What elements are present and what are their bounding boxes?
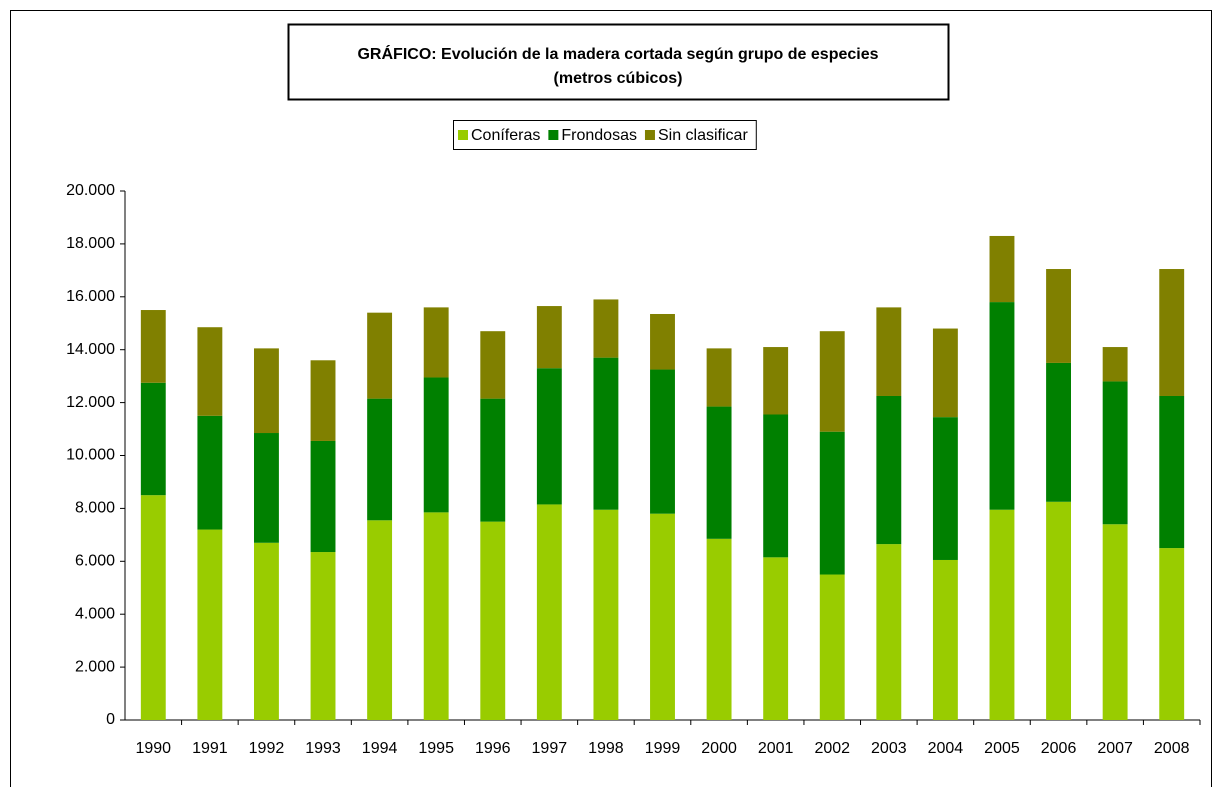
y-tick-label: 14.000 <box>66 341 115 358</box>
bar-segment <box>480 398 506 522</box>
x-tick-label: 2001 <box>758 740 794 757</box>
x-tick-label: 1997 <box>532 740 568 757</box>
bar-segment <box>989 302 1015 510</box>
bar-segment <box>593 299 619 358</box>
bar-segment <box>1046 362 1071 502</box>
bar-segment <box>650 369 675 514</box>
y-tick-label: 16.000 <box>66 288 115 305</box>
x-tick-label: 2000 <box>701 740 737 757</box>
bar-segment <box>706 348 732 407</box>
bar-segment <box>536 368 562 505</box>
bar-segment <box>650 513 675 720</box>
y-tick-label: 2.000 <box>75 658 115 675</box>
bar-segment <box>536 306 562 369</box>
x-tick-label: 2003 <box>871 740 907 757</box>
bar-segment <box>1102 347 1128 382</box>
bar-segment <box>140 495 166 720</box>
bar-segment <box>706 406 732 539</box>
bar-segment <box>932 417 958 560</box>
bar-segment <box>254 542 279 720</box>
bar-segment <box>423 307 449 378</box>
bar-segment <box>1159 395 1185 549</box>
legend-swatch <box>644 130 655 140</box>
legend-label: Coníferas <box>471 127 540 144</box>
x-tick-label: 1996 <box>475 740 511 757</box>
legend-label: Frondosas <box>561 127 637 144</box>
bar-segment <box>254 348 279 434</box>
bar-segment <box>367 398 393 521</box>
bar-segment <box>197 529 223 720</box>
x-tick-label: 1994 <box>362 740 398 757</box>
bar-segment <box>763 414 789 558</box>
bar-segment <box>763 557 789 720</box>
x-tick-label: 1990 <box>135 740 171 757</box>
bar-segment <box>367 312 393 399</box>
bar-segment <box>876 307 902 396</box>
y-tick-label: 0 <box>106 711 115 728</box>
bar-segment <box>423 512 449 720</box>
bar-segment <box>989 509 1015 720</box>
legend-box <box>453 120 757 150</box>
x-tick-label: 2008 <box>1154 740 1190 757</box>
bar-segment <box>876 395 902 545</box>
bar-segment <box>819 331 845 432</box>
x-tick-label: 2007 <box>1097 740 1133 757</box>
bar-segment <box>593 357 619 510</box>
bar-segment <box>310 360 336 441</box>
bar-segment <box>1159 548 1185 720</box>
bar-segment <box>819 431 845 575</box>
x-tick-label: 1999 <box>645 740 681 757</box>
bar-segment <box>706 538 732 720</box>
x-tick-label: 2006 <box>1041 740 1077 757</box>
x-tick-label: 1991 <box>192 740 228 757</box>
bar-segment <box>140 310 166 383</box>
chart-title: GRÁFICO: Evolución de la madera cortada … <box>357 44 878 63</box>
x-tick-label: 1995 <box>418 740 454 757</box>
bar-segment <box>763 347 789 415</box>
bar-segment <box>1102 524 1128 720</box>
bar-segment <box>819 574 845 720</box>
y-tick-label: 6.000 <box>75 553 115 570</box>
y-tick-label: 10.000 <box>66 447 115 464</box>
x-tick-label: 1992 <box>249 740 285 757</box>
legend-label: Sin clasificar <box>658 127 748 144</box>
bar-segment <box>1046 269 1071 363</box>
legend-swatch <box>548 130 559 140</box>
bar-segment <box>932 328 958 418</box>
bar-segment <box>254 433 279 543</box>
x-tick-label: 1993 <box>305 740 341 757</box>
legend-swatch <box>458 130 468 140</box>
x-tick-label: 1998 <box>588 740 624 757</box>
x-tick-label: 2005 <box>984 740 1020 757</box>
y-tick-label: 4.000 <box>75 605 115 622</box>
bar-segment <box>593 509 619 720</box>
y-tick-label: 20.000 <box>66 182 115 199</box>
bar-segment <box>536 504 562 720</box>
bar-segment <box>140 382 166 496</box>
bar-segment <box>876 544 902 720</box>
bar-segment <box>932 559 958 720</box>
bar-segment <box>1102 381 1128 525</box>
y-tick-label: 8.000 <box>75 500 115 517</box>
bar-segment <box>310 440 336 553</box>
y-tick-label: 12.000 <box>66 394 115 411</box>
chart-subtitle: (metros cúbicos) <box>554 70 683 87</box>
bar-segment <box>1046 501 1071 720</box>
y-tick-label: 18.000 <box>66 235 115 252</box>
bar-segment <box>197 327 223 416</box>
x-tick-label: 2002 <box>814 740 850 757</box>
bar-segment <box>989 235 1015 303</box>
bar-segment <box>367 520 393 720</box>
x-tick-label: 2004 <box>928 740 964 757</box>
bar-segment <box>650 313 675 370</box>
title-box <box>287 23 950 101</box>
bar-segment <box>423 377 449 513</box>
bar-segment <box>480 521 506 720</box>
bar-segment <box>1159 269 1185 396</box>
bar-segment <box>197 415 223 530</box>
bar-segment <box>480 331 506 399</box>
bar-segment <box>310 552 336 720</box>
